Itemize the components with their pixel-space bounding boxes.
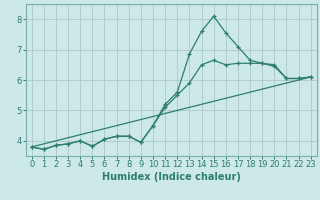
X-axis label: Humidex (Indice chaleur): Humidex (Indice chaleur): [102, 172, 241, 182]
